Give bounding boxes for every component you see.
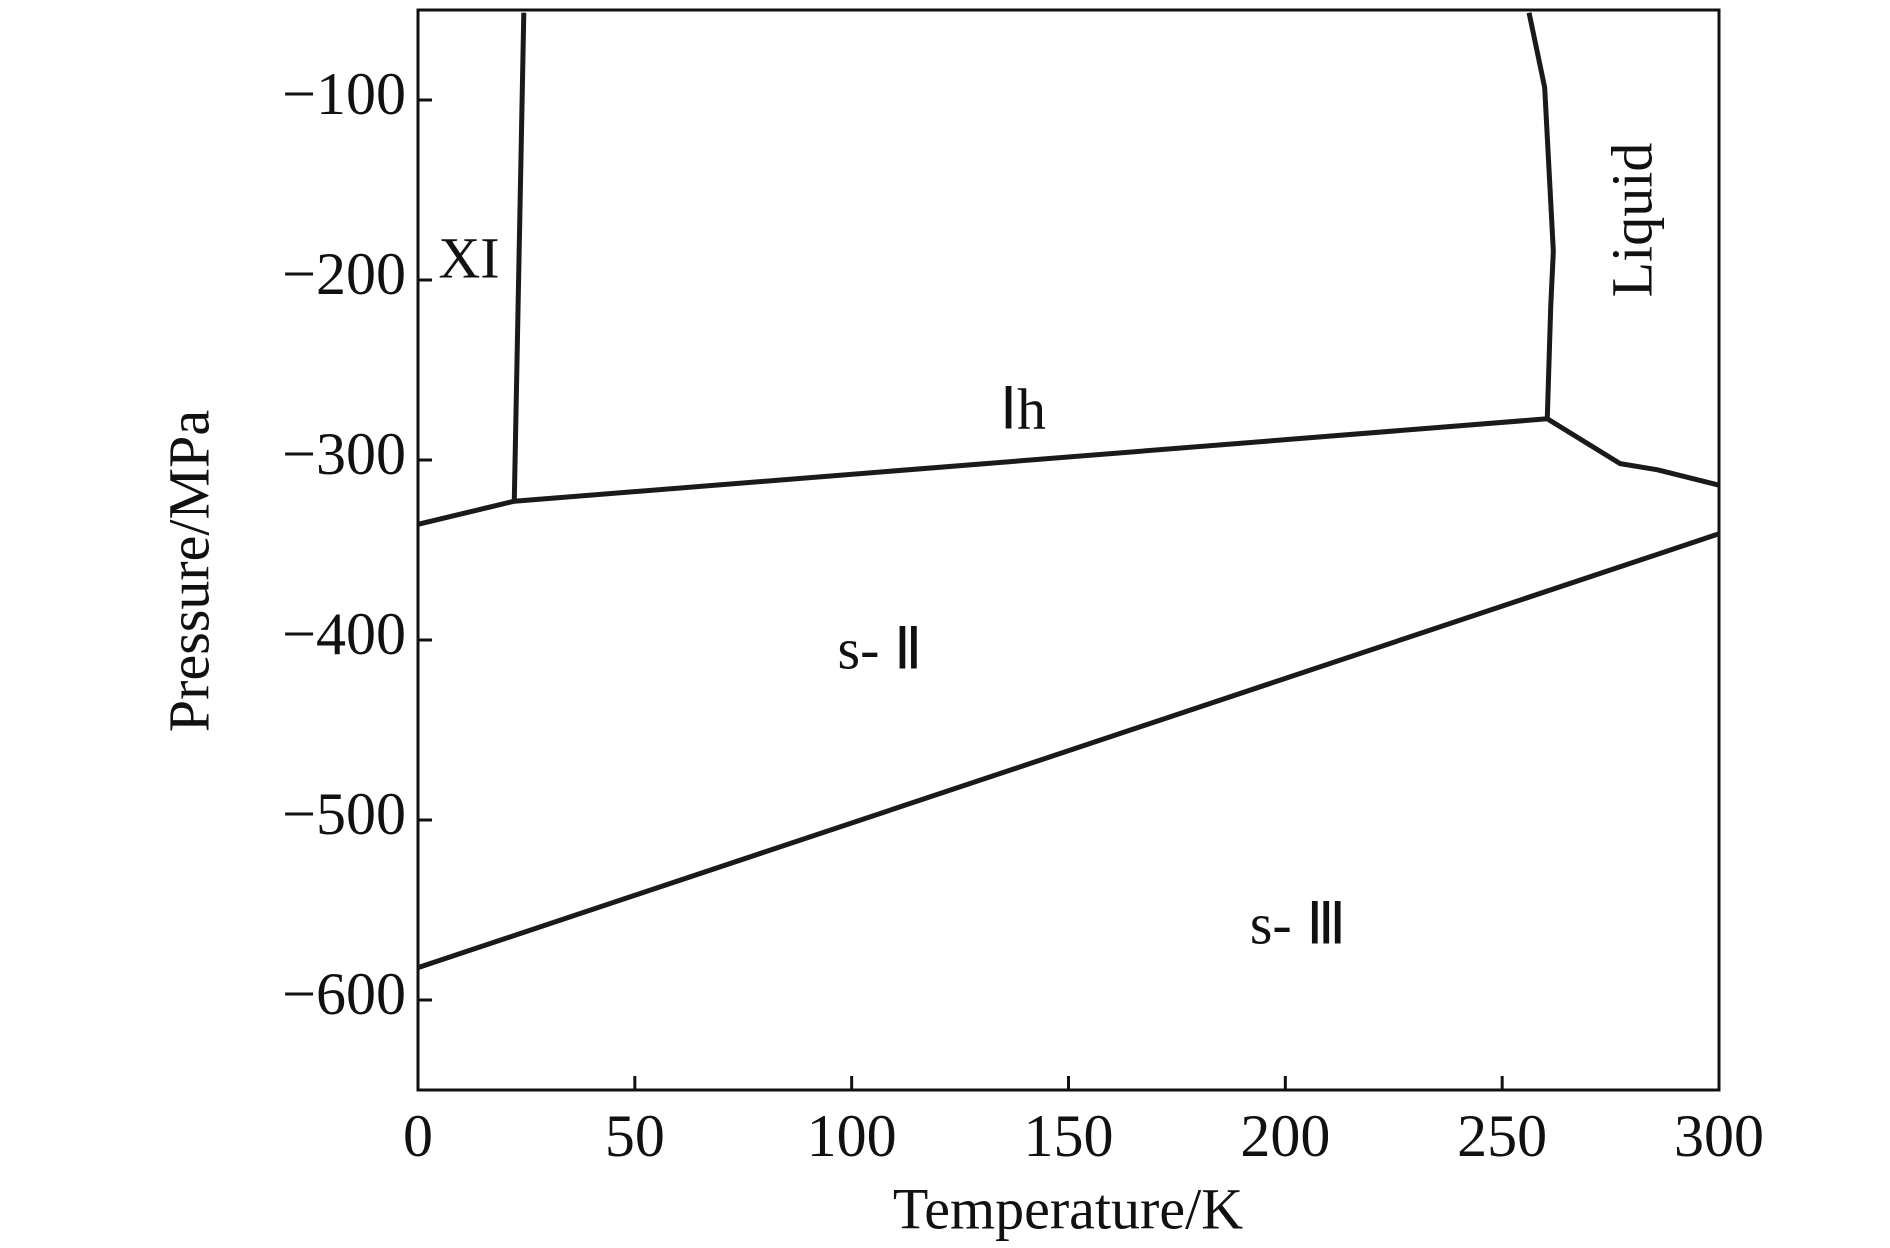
y-tick-label: −100 <box>282 61 406 127</box>
phase-boundary <box>511 12 527 502</box>
x-tick-label: 250 <box>1457 1103 1547 1169</box>
x-axis-label: Temperature/K <box>893 1176 1243 1241</box>
region-label: Liquid <box>1599 143 1664 298</box>
x-tick-label: 150 <box>1024 1103 1114 1169</box>
phase-boundary <box>417 531 1720 970</box>
y-tick-label: −500 <box>282 781 406 847</box>
x-tick-label: 100 <box>807 1103 897 1169</box>
y-tick-label: −300 <box>282 421 406 487</box>
plot-frame <box>416 8 1721 1092</box>
x-tick-label: 0 <box>403 1103 433 1169</box>
y-tick-label: −600 <box>282 961 406 1027</box>
x-tick-label: 300 <box>1674 1103 1764 1169</box>
phase-boundary <box>417 416 1548 527</box>
y-axis-label: Pressure/MPa <box>156 410 221 732</box>
phase-boundary <box>1526 12 1556 419</box>
y-tick-label: −400 <box>282 601 406 667</box>
phase-boundary <box>1545 416 1720 488</box>
y-tick-label: −200 <box>282 241 406 307</box>
x-tick-label: 50 <box>605 1103 665 1169</box>
x-tick-label: 200 <box>1240 1103 1330 1169</box>
region-label: s- Ⅲ <box>1250 891 1346 956</box>
region-label: s- Ⅱ <box>838 616 923 681</box>
region-label: XI <box>438 225 499 290</box>
region-label: Ⅰh <box>1000 376 1046 441</box>
